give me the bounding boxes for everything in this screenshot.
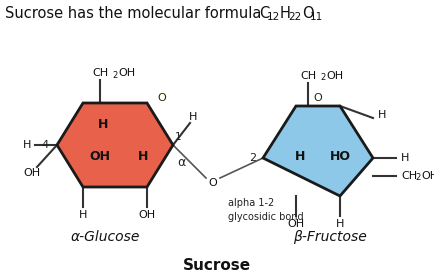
- Text: O: O: [209, 178, 217, 188]
- Text: CH: CH: [92, 68, 108, 78]
- Text: H: H: [295, 150, 305, 162]
- Text: H: H: [378, 110, 386, 120]
- Text: CH: CH: [401, 171, 417, 181]
- Text: Sucrose has the molecular formula: Sucrose has the molecular formula: [5, 6, 266, 21]
- Text: 2: 2: [320, 73, 325, 83]
- Text: 2: 2: [250, 153, 256, 163]
- Text: OH: OH: [326, 71, 343, 81]
- Text: O: O: [314, 93, 322, 103]
- Text: O: O: [302, 6, 314, 21]
- Text: H: H: [79, 210, 87, 220]
- Text: alpha 1-2: alpha 1-2: [228, 198, 274, 208]
- Text: H: H: [336, 219, 344, 229]
- Text: H: H: [280, 6, 291, 21]
- Text: O: O: [158, 93, 166, 103]
- Text: OH: OH: [89, 150, 111, 163]
- Text: α-Glucose: α-Glucose: [70, 230, 140, 244]
- Text: OH: OH: [118, 68, 135, 78]
- Text: 4: 4: [41, 140, 49, 150]
- Text: OH: OH: [138, 210, 155, 220]
- Text: C: C: [259, 6, 269, 21]
- Text: H: H: [401, 153, 409, 163]
- Text: 2: 2: [112, 71, 117, 80]
- Polygon shape: [263, 106, 373, 196]
- Text: H: H: [189, 112, 197, 122]
- Text: H: H: [23, 140, 31, 150]
- Text: Sucrose: Sucrose: [183, 258, 251, 273]
- Text: α: α: [177, 157, 185, 170]
- Polygon shape: [57, 103, 173, 187]
- Text: 22: 22: [288, 12, 301, 22]
- Text: 12: 12: [267, 12, 280, 22]
- Text: CH: CH: [300, 71, 316, 81]
- Text: H: H: [98, 119, 108, 131]
- Text: 11: 11: [310, 12, 323, 22]
- Text: OH: OH: [287, 219, 305, 229]
- Text: 2: 2: [415, 174, 420, 182]
- Text: 1: 1: [175, 132, 181, 142]
- Text: glycosidic bond: glycosidic bond: [228, 212, 304, 222]
- Text: OH: OH: [23, 168, 40, 178]
- Text: OH: OH: [421, 171, 434, 181]
- Text: HO: HO: [329, 150, 351, 162]
- Text: β-Fructose: β-Fructose: [293, 230, 367, 244]
- Text: H: H: [138, 150, 148, 163]
